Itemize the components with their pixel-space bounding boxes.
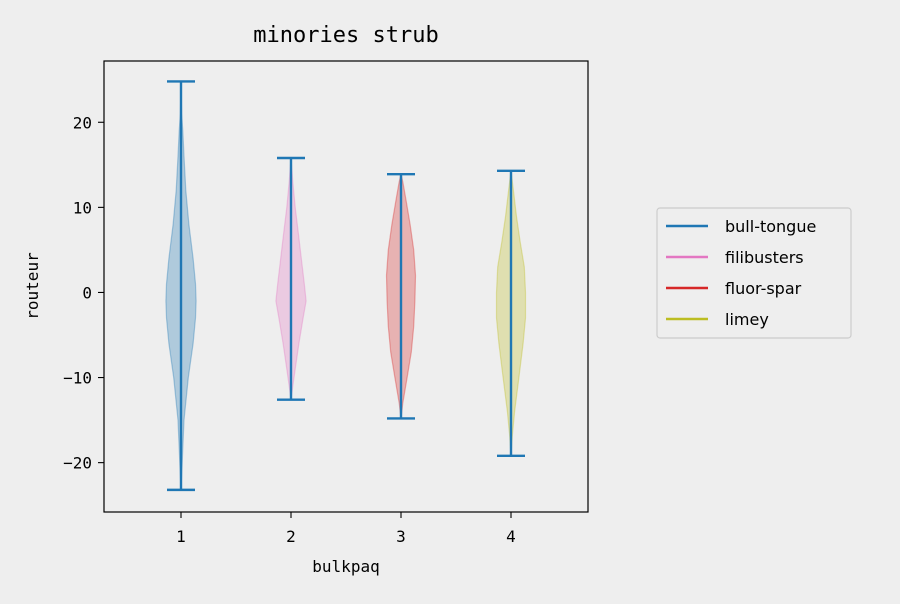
legend: bull-tongue filibusters fluor-spar limey xyxy=(656,207,852,339)
legend-box xyxy=(656,207,852,339)
y-tick-label: −10 xyxy=(63,369,92,388)
x-tick-label: 3 xyxy=(396,527,406,546)
violins-layer xyxy=(165,81,527,490)
x-tick-label: 2 xyxy=(286,527,296,546)
y-tick-label: 0 xyxy=(82,283,92,302)
legend-label-3: fluor-spar xyxy=(725,279,802,298)
extrema-layer xyxy=(167,80,525,492)
x-axis-label: bulkpaq xyxy=(312,557,379,576)
y-tick-label: 10 xyxy=(73,198,92,217)
x-tick-label: 1 xyxy=(176,527,186,546)
y-axis: −20 −10 0 10 20 xyxy=(63,113,104,473)
legend-label-4: limey xyxy=(725,310,769,329)
y-tick-label: −20 xyxy=(63,454,92,473)
y-axis-label: routeur xyxy=(23,252,42,320)
legend-label-1: bull-tongue xyxy=(725,217,816,236)
x-axis: 1 2 3 4 xyxy=(176,512,516,546)
chart-title: minories strub xyxy=(253,23,438,48)
y-tick-label: 20 xyxy=(73,113,92,132)
x-tick-label: 4 xyxy=(506,527,516,546)
plot-area-frame xyxy=(103,60,589,513)
legend-label-2: filibusters xyxy=(725,248,804,267)
